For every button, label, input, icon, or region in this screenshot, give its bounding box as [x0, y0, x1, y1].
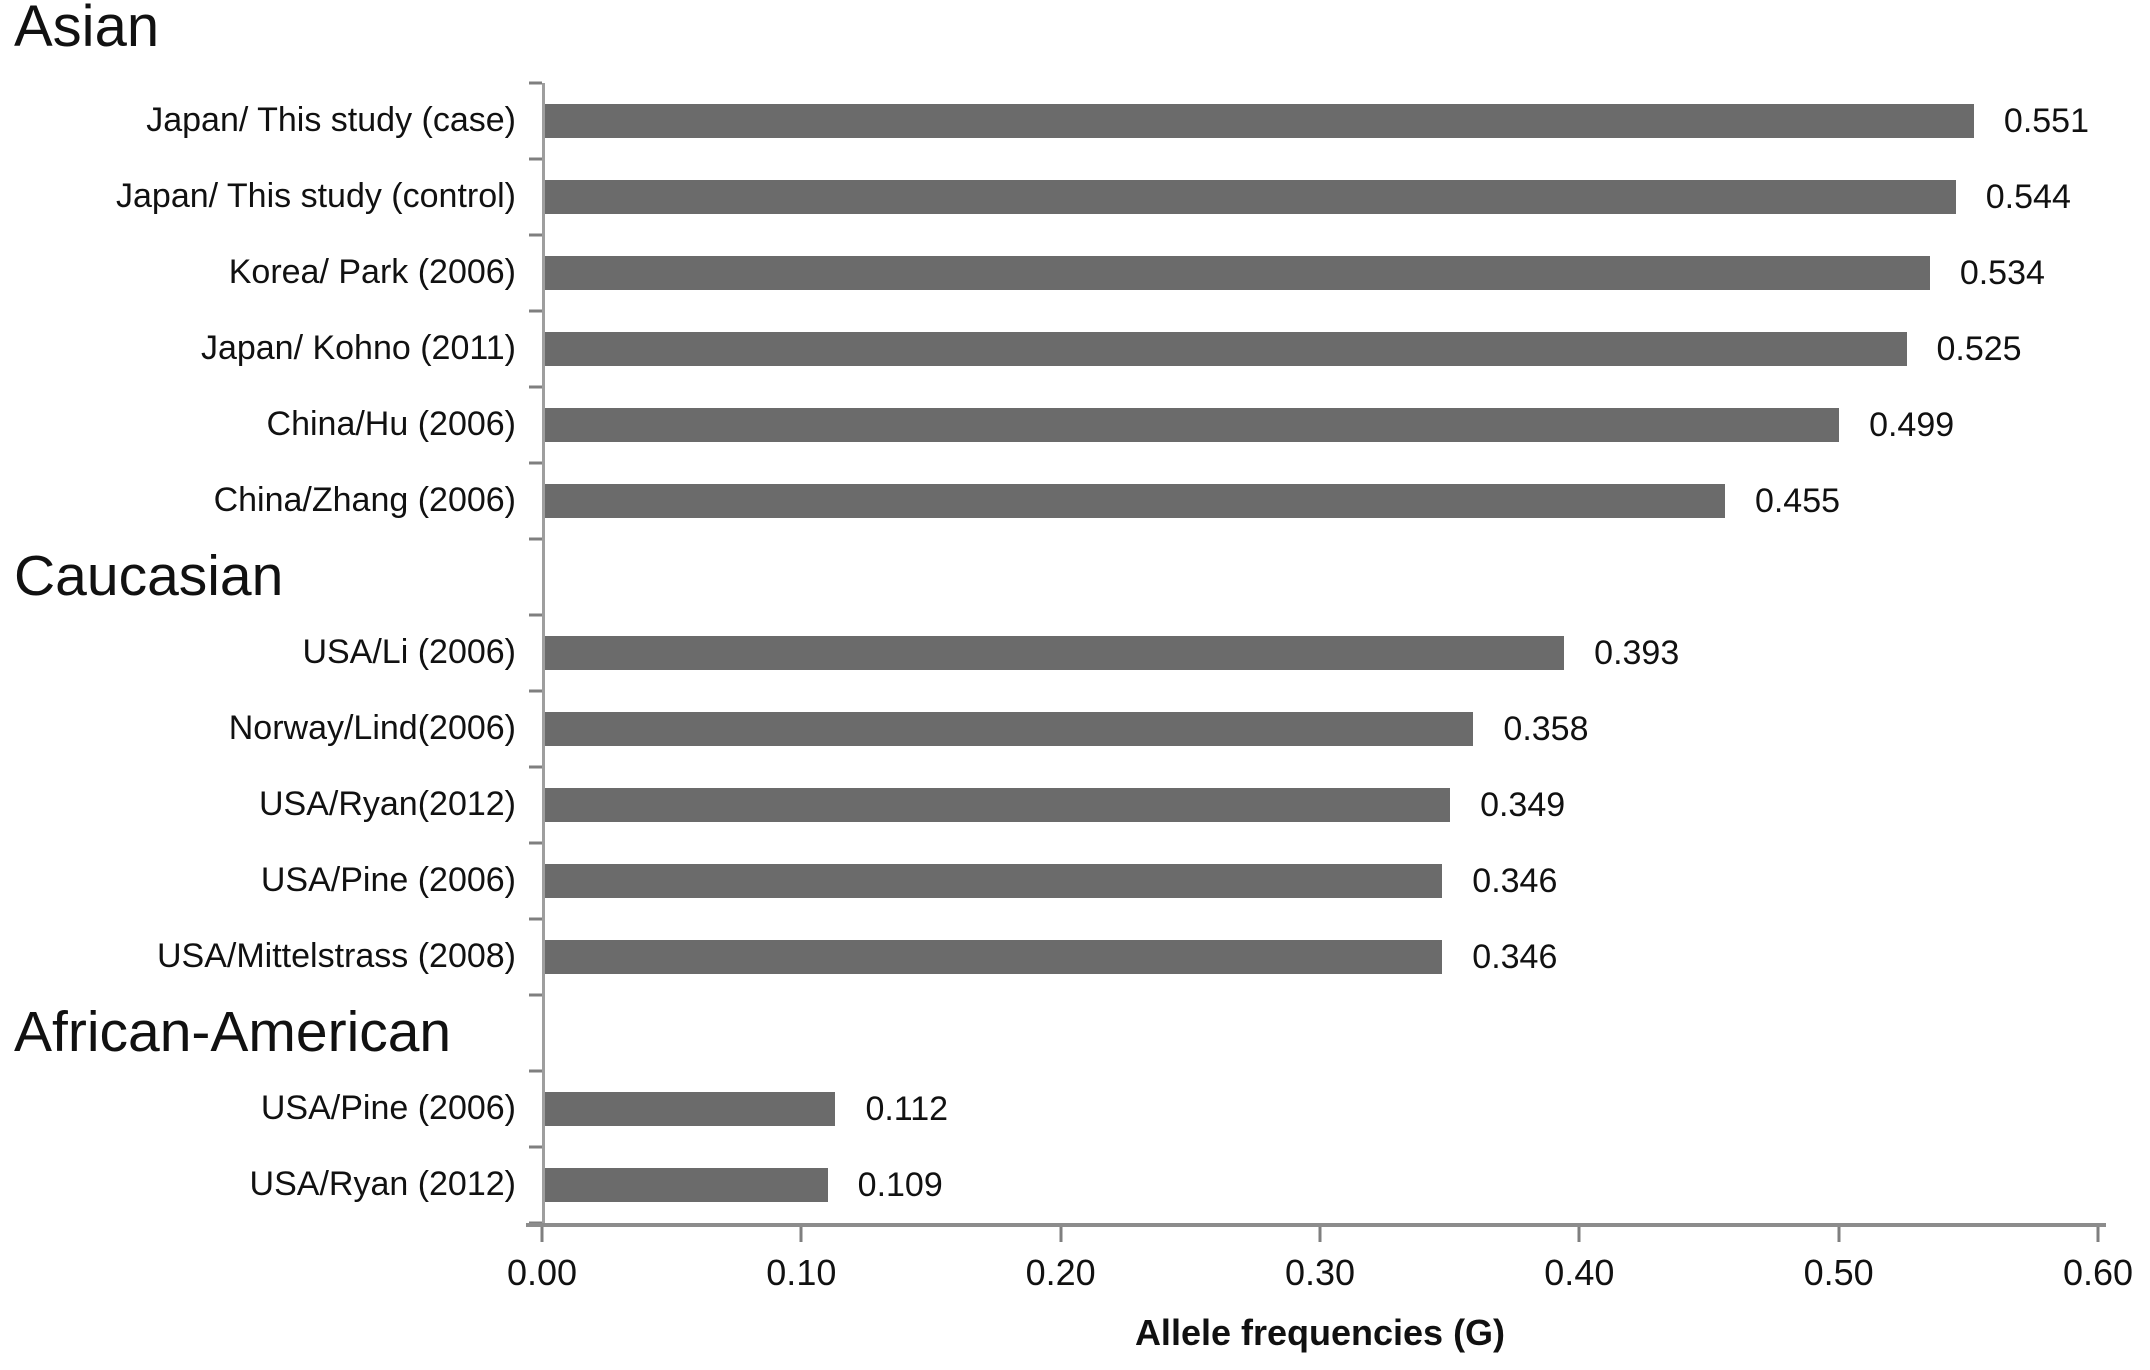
bar-row: USA/Ryan(2012) 0.349	[259, 767, 2101, 843]
category-label: USA/Mittelstrass (2008)	[157, 937, 516, 976]
x-axis-tick-label: 0.60	[2062, 1252, 2134, 1293]
value-label: 0.358	[1503, 709, 1589, 748]
y-axis-tick	[529, 1069, 542, 1073]
bar-row: Japan/ Kohno (2011) 0.525	[201, 311, 2101, 387]
x-axis-line	[526, 1223, 2106, 1227]
plot-area: Japan/ This study (case) 0.551 Japan/ This…	[14, 81, 2101, 1225]
category-label: USA/Pine (2006)	[260, 1089, 516, 1128]
x-axis-title: Allele frequencies (G)	[1134, 1312, 1506, 1353]
category-label: USA/Ryan(2012)	[258, 785, 516, 824]
bar-row: USA/Pine (2006) 0.346	[261, 843, 2101, 919]
bar-row: China/Zhang (2006) 0.455	[214, 463, 2101, 539]
y-axis-tick	[529, 613, 542, 617]
y-axis-tick	[529, 233, 542, 237]
bar-row: USA/Ryan (2012) 0.109	[250, 1147, 2101, 1223]
bar-row: USA/Pine (2006) 0.112	[261, 1071, 2101, 1147]
bar	[545, 940, 1443, 974]
value-label: 0.455	[1754, 481, 1841, 520]
value-label: 0.346	[1472, 937, 1558, 976]
bar	[545, 256, 1930, 290]
x-axis-ticks	[540, 1227, 2100, 1243]
x-axis-tick	[1318, 1227, 1322, 1242]
value-label: 0.499	[1869, 405, 1955, 444]
bar-row: China/Hu (2006) 0.499	[267, 387, 2101, 463]
x-axis-tick	[1577, 1227, 1581, 1242]
x-axis-tick-label: 0.50	[1803, 1252, 1874, 1293]
group-header-label: Caucasian	[14, 544, 284, 609]
bar	[545, 104, 1974, 138]
category-label: Japan/ This study (case)	[146, 101, 516, 140]
y-axis-tick	[529, 537, 542, 541]
bar	[545, 180, 1956, 214]
bar-row: USA/Li (2006) 0.393	[302, 615, 2101, 691]
bar-row: Korea/ Park (2006) 0.534	[229, 235, 2101, 311]
bar	[545, 712, 1474, 746]
category-label: USA/Li (2006)	[302, 633, 516, 672]
category-label: China/Hu (2006)	[266, 405, 516, 444]
x-axis-tick	[1837, 1227, 1841, 1242]
x-axis-tick-label: 0.10	[766, 1252, 837, 1293]
bar-row: Norway/Lind(2006) 0.358	[229, 691, 2101, 767]
x-axis-tick	[2096, 1227, 2100, 1242]
group-header-row: Caucasian	[14, 539, 2101, 615]
category-label: Norway/Lind(2006)	[228, 709, 516, 748]
bar	[545, 788, 1451, 822]
y-axis-tick	[529, 81, 542, 85]
category-label: China/Zhang (2006)	[213, 481, 516, 520]
bar	[545, 332, 1907, 366]
y-axis-tick	[529, 309, 542, 313]
group-header-row: African-American	[14, 995, 2101, 1071]
group-header-label: African-American	[14, 1000, 452, 1065]
bar	[545, 636, 1565, 670]
value-label: 0.112	[865, 1089, 949, 1128]
value-label: 0.534	[1959, 253, 2045, 292]
bar	[545, 1092, 836, 1126]
value-label: 0.109	[857, 1165, 943, 1204]
group-header-asian: Asian	[14, 0, 160, 59]
bar	[545, 408, 1840, 442]
bar	[545, 1168, 828, 1202]
value-label: 0.346	[1472, 861, 1558, 900]
category-label: Korea/ Park (2006)	[228, 253, 516, 292]
y-axis-tick	[529, 385, 542, 389]
value-label: 0.544	[1985, 177, 2071, 216]
bar-row: Japan/ This study (control) 0.544	[116, 159, 2101, 235]
value-label: 0.349	[1480, 785, 1566, 824]
y-axis-tick	[529, 917, 542, 921]
bar	[545, 484, 1725, 518]
y-axis-tick	[529, 1145, 542, 1149]
x-axis-tick	[799, 1227, 803, 1242]
y-axis-tick	[529, 993, 542, 997]
y-axis-tick	[529, 841, 542, 845]
x-axis-tick-label: 0.20	[1025, 1252, 1096, 1293]
category-label: USA/Pine (2006)	[260, 861, 516, 900]
category-label: Japan/ This study (control)	[116, 177, 516, 216]
y-axis-tick	[529, 689, 542, 693]
x-axis-tick-label: 0.00	[506, 1252, 578, 1293]
x-axis-tick	[540, 1227, 544, 1242]
category-label: USA/Ryan (2012)	[249, 1165, 516, 1204]
category-label: Japan/ Kohno (2011)	[200, 329, 516, 368]
x-axis-tick-label: 0.30	[1284, 1252, 1356, 1293]
bar-row: USA/Mittelstrass (2008) 0.346	[157, 919, 2101, 995]
value-label: 0.393	[1594, 633, 1680, 672]
y-axis-tick	[529, 461, 542, 465]
value-label: 0.525	[1936, 329, 2022, 368]
x-axis-tick-labels: 0.00 0.10 0.20 0.30 0.40 0.50 0.60	[507, 1252, 2133, 1296]
x-axis-tick-label: 0.40	[1544, 1252, 1615, 1293]
value-label: 0.551	[2003, 101, 2090, 140]
x-axis-tick	[1059, 1227, 1063, 1242]
y-axis-tick	[529, 765, 542, 769]
bar	[545, 864, 1443, 898]
y-axis-tick	[529, 157, 542, 161]
bar-row: Japan/ This study (case) 0.551	[146, 83, 2101, 159]
